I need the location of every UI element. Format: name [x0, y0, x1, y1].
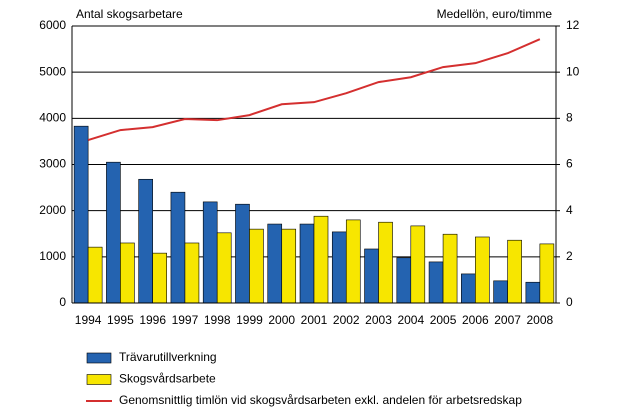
y-tick-label: 4000: [39, 111, 66, 125]
x-tick-label: 2003: [365, 313, 392, 327]
bar: [184, 242, 200, 304]
y2-tick-label: 8: [566, 111, 573, 125]
bar: [364, 248, 379, 304]
x-tick-label: 1994: [75, 313, 102, 327]
bar: [249, 228, 264, 304]
legend-label: Skogsvårdsarbete: [119, 372, 216, 386]
bar: [152, 252, 167, 304]
x-tick-label: 2000: [268, 313, 295, 327]
bar: [216, 232, 232, 304]
x-tick-label: 1999: [236, 313, 263, 327]
y-tick-label: 5000: [39, 64, 66, 78]
x-tick-label: 2008: [527, 313, 554, 327]
y2-tick-label: 6: [566, 157, 573, 171]
y2-tick-label: 2: [566, 249, 573, 263]
x-tick-label: 2007: [494, 313, 521, 327]
x-tick-label: 2001: [301, 313, 328, 327]
bar: [442, 233, 458, 304]
bar: [281, 228, 297, 304]
y-tick-label: 6000: [39, 18, 66, 32]
x-tick-label: 1997: [172, 313, 199, 327]
bar: [267, 223, 283, 304]
x-tick-label: 2006: [462, 313, 489, 327]
y-tick-label: 3000: [39, 157, 66, 171]
bar: [202, 201, 218, 304]
bar: [235, 203, 250, 304]
y2-tick-label: 0: [566, 295, 573, 309]
x-tick-label: 2002: [333, 313, 360, 327]
x-tick-label: 2004: [397, 313, 424, 327]
bar: [493, 280, 508, 304]
bar: [475, 236, 490, 304]
bar: [170, 191, 186, 304]
bar: [378, 221, 393, 304]
x-tick-label: 1998: [204, 313, 231, 327]
bar: [313, 215, 329, 304]
bar: [106, 161, 121, 304]
x-tick-label: 1996: [139, 313, 166, 327]
x-tick-label: 1995: [107, 313, 134, 327]
bar: [138, 178, 153, 304]
y2-tick-label: 4: [566, 203, 573, 217]
bar: [120, 242, 135, 304]
legend-label: Genomsnittlig timlön vid skogsvårdsarbet…: [119, 393, 522, 407]
bar: [331, 231, 347, 304]
y2-tick-label: 10: [566, 64, 580, 78]
bar: [525, 281, 541, 304]
bar: [73, 125, 89, 304]
legend-label: Trävarutillverkning: [119, 350, 217, 364]
y-tick-label: 2000: [39, 203, 66, 217]
y-axis-title: Antal skogsarbetare: [76, 7, 183, 21]
bar: [410, 225, 426, 304]
bar: [299, 223, 315, 304]
bar: [87, 246, 103, 304]
y2-tick-label: 12: [566, 18, 580, 32]
y-tick-label: 0: [59, 295, 66, 309]
bar: [539, 243, 555, 304]
legend-swatch: [86, 352, 112, 364]
bar: [461, 273, 476, 304]
bar: [396, 257, 412, 304]
bar: [428, 261, 444, 304]
line: [87, 38, 541, 141]
y2-axis-title: Medellön, euro/timme: [437, 7, 553, 21]
legend-swatch: [86, 374, 112, 385]
bar: [345, 219, 361, 304]
y-tick-label: 1000: [39, 249, 66, 263]
x-tick-label: 2005: [430, 313, 457, 327]
bar: [507, 239, 522, 304]
